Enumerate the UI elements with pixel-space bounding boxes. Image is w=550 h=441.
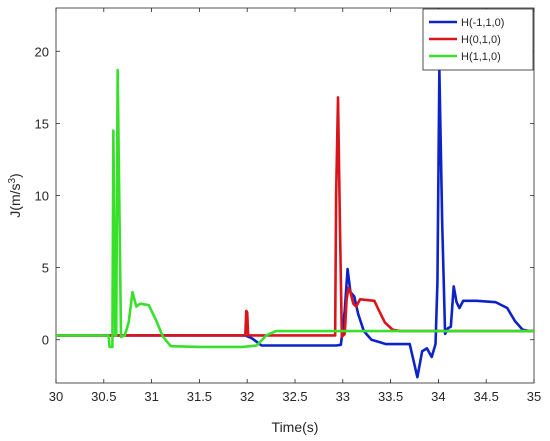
y-tick-label: 20	[35, 44, 49, 59]
y-tick-label: 5	[42, 261, 49, 276]
x-tick-label: 34.5	[474, 389, 499, 404]
x-tick-label: 35	[527, 389, 541, 404]
y-axis-label-base: J(m/s	[7, 184, 23, 218]
x-tick-label: 30	[49, 389, 63, 404]
x-tick-label: 31	[144, 389, 158, 404]
series-line-2	[56, 96, 534, 339]
y-axis-label-superscript: 3	[7, 178, 18, 184]
legend-label-2: H(0,1,0)	[461, 34, 501, 46]
x-tick-label: 32	[240, 389, 254, 404]
y-tick-layer: 0 5 10 15 20	[35, 44, 534, 348]
legend-label-3: H(1,1,0)	[461, 51, 501, 63]
y-tick-label: 0	[42, 333, 49, 348]
x-tick-label: 31.5	[187, 389, 212, 404]
legend-label-1: H(-1,1,0)	[461, 17, 504, 29]
series-line-3	[56, 68, 534, 349]
y-axis-label-close: )	[7, 173, 23, 178]
x-tick-label: 30.5	[91, 389, 116, 404]
x-tick-label: 33	[336, 389, 350, 404]
x-tick-layer: 30 30.5 31 31.5 32 32.5 33 33.5 34 34.5 35	[49, 8, 541, 404]
x-tick-label: 32.5	[282, 389, 307, 404]
x-axis-label: Time(s)	[272, 419, 319, 435]
x-tick-label: 33.5	[378, 389, 403, 404]
legend: H(-1,1,0) H(0,1,0) H(1,1,0)	[422, 8, 534, 71]
y-tick-label: 15	[35, 116, 49, 131]
x-tick-label: 34	[431, 389, 445, 404]
series-layer	[56, 68, 534, 379]
y-tick-label: 10	[35, 189, 49, 204]
y-axis-label: J(m/s3)	[7, 173, 23, 217]
